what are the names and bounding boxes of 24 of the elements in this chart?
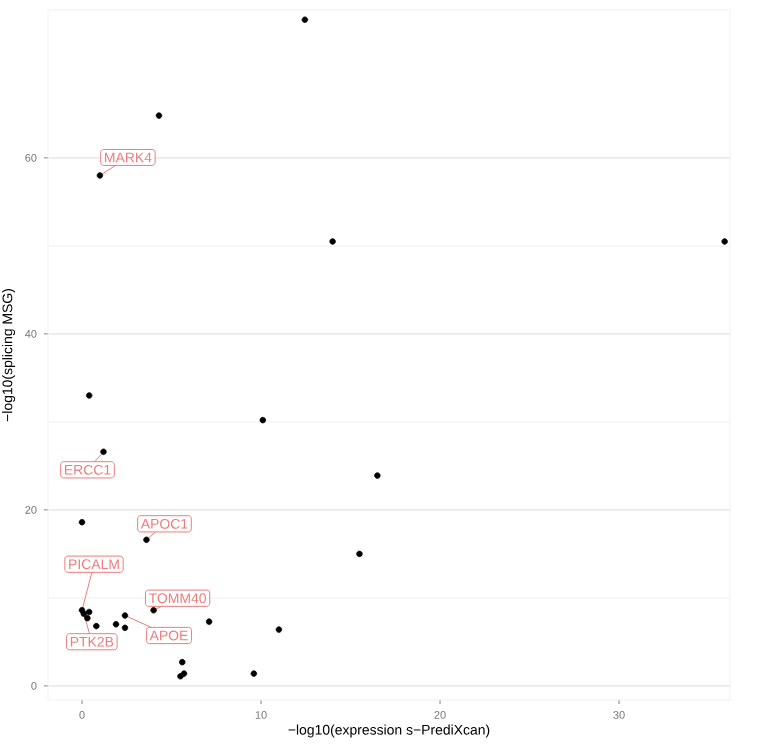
point [150,607,157,614]
point [179,658,186,666]
point [205,618,213,625]
point [143,536,150,544]
point [275,626,283,633]
point [155,112,163,119]
point [259,416,267,424]
point [78,519,86,526]
point [93,622,100,630]
point [121,624,129,632]
point [84,614,91,622]
point [85,392,93,399]
point [374,472,381,479]
point [356,550,363,558]
point [180,670,188,677]
point [85,608,93,616]
point [301,16,309,23]
point [250,670,258,677]
point [329,238,336,245]
point [112,621,120,628]
point [721,238,728,245]
point [100,448,107,456]
point [96,172,104,179]
point [121,612,129,619]
